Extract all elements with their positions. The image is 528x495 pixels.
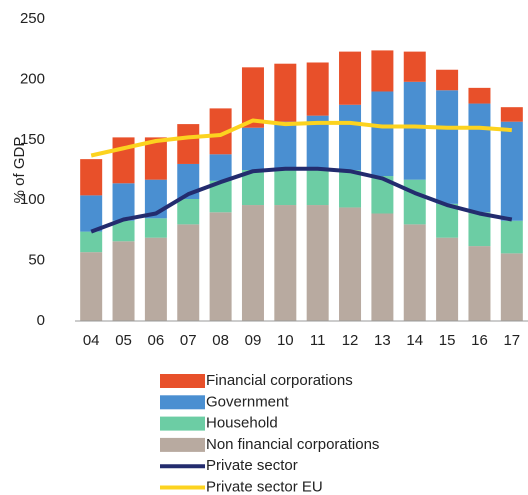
bar-segment	[112, 220, 135, 242]
bar-segment	[339, 104, 362, 170]
bar-segment	[306, 205, 329, 321]
x-tick-label: 13	[374, 332, 391, 349]
bar-segment	[371, 50, 394, 92]
bar-segment	[209, 108, 232, 155]
bar-segment	[339, 207, 362, 321]
bar-segment	[80, 195, 103, 232]
bar-segment	[371, 213, 394, 321]
bar-segment	[144, 137, 167, 180]
bar-segment	[403, 224, 426, 321]
legend-label: Government	[206, 393, 289, 410]
bar-segment	[403, 51, 426, 82]
x-tick-label: 17	[503, 332, 520, 349]
bar-segment	[306, 115, 329, 170]
bar-segment	[339, 170, 362, 208]
legend-label: Non financial corporations	[206, 436, 379, 453]
y-tick-label: 250	[20, 10, 45, 27]
line	[90, 118, 512, 158]
bar-segment	[436, 203, 459, 238]
bar-segment	[241, 205, 264, 321]
x-tick-label: 12	[342, 332, 359, 349]
x-tick-label: 06	[148, 332, 165, 349]
bar-segment	[177, 124, 200, 164]
bar-segment	[468, 103, 491, 213]
y-tick-label: 200	[20, 70, 45, 87]
x-tick-label: 10	[277, 332, 294, 349]
x-tick-label: 09	[245, 332, 262, 349]
bar-segment	[112, 137, 135, 184]
bar-segment	[209, 180, 232, 213]
bar-segment	[500, 107, 523, 122]
bar-segment	[144, 218, 167, 238]
bar-segment	[500, 220, 523, 254]
bar-segment	[306, 62, 329, 116]
legend-label: Financial corporations	[206, 372, 353, 389]
bar-segment	[339, 51, 362, 105]
bar-segment	[371, 176, 394, 214]
bar-segment	[80, 252, 103, 321]
legend-swatch	[160, 374, 205, 388]
bar-segment	[209, 154, 232, 181]
bar-segment	[112, 183, 135, 221]
x-tick-label: 08	[212, 332, 229, 349]
bar-segment	[177, 198, 200, 225]
bar-segment	[177, 224, 200, 321]
bar-segment	[306, 170, 329, 206]
y-axis-label: % of GDP	[11, 137, 28, 204]
bar-segment	[274, 168, 297, 206]
bar-segment	[436, 69, 459, 91]
bar-segment	[403, 81, 426, 180]
bar-segment	[80, 159, 103, 196]
legend-label: Private sector EU	[206, 478, 323, 495]
legend-label: Household	[206, 415, 278, 432]
bar-segment	[500, 121, 523, 221]
bar-segment	[241, 170, 264, 206]
bar-segment	[436, 90, 459, 204]
x-tick-label: 16	[471, 332, 488, 349]
bar-segment	[209, 212, 232, 321]
x-tick-label: 04	[83, 332, 100, 349]
line	[90, 166, 513, 234]
legend-swatch	[160, 416, 205, 431]
bar-segment	[500, 253, 523, 321]
bar-segment	[241, 67, 264, 128]
bar-segment	[468, 246, 491, 321]
x-tick-label: 14	[406, 332, 423, 349]
bar-segment	[80, 231, 103, 253]
x-tick-label: 15	[439, 332, 456, 349]
y-tick-label: 100	[20, 191, 45, 208]
bar-segment	[371, 91, 394, 177]
y-tick-label: 0	[37, 312, 45, 329]
bar-segment	[436, 237, 459, 321]
bar-segment	[468, 87, 491, 104]
bar-segment	[274, 121, 297, 169]
x-tick-label: 07	[180, 332, 197, 349]
bar-segment	[112, 241, 135, 321]
y-tick-label: 50	[28, 252, 45, 269]
legend-label: Private sector	[206, 457, 298, 474]
bar-segment	[403, 179, 426, 225]
bar-segment	[144, 237, 167, 321]
x-tick-label: 05	[115, 332, 132, 349]
legend-swatch	[160, 437, 205, 452]
bar-segment	[274, 63, 297, 122]
legend-swatch	[160, 395, 205, 410]
x-tick-label: 11	[310, 332, 326, 349]
bar-segment	[274, 205, 297, 321]
bar-segment	[468, 212, 491, 247]
bar-segment	[241, 127, 264, 170]
y-tick-label: 150	[20, 131, 45, 148]
